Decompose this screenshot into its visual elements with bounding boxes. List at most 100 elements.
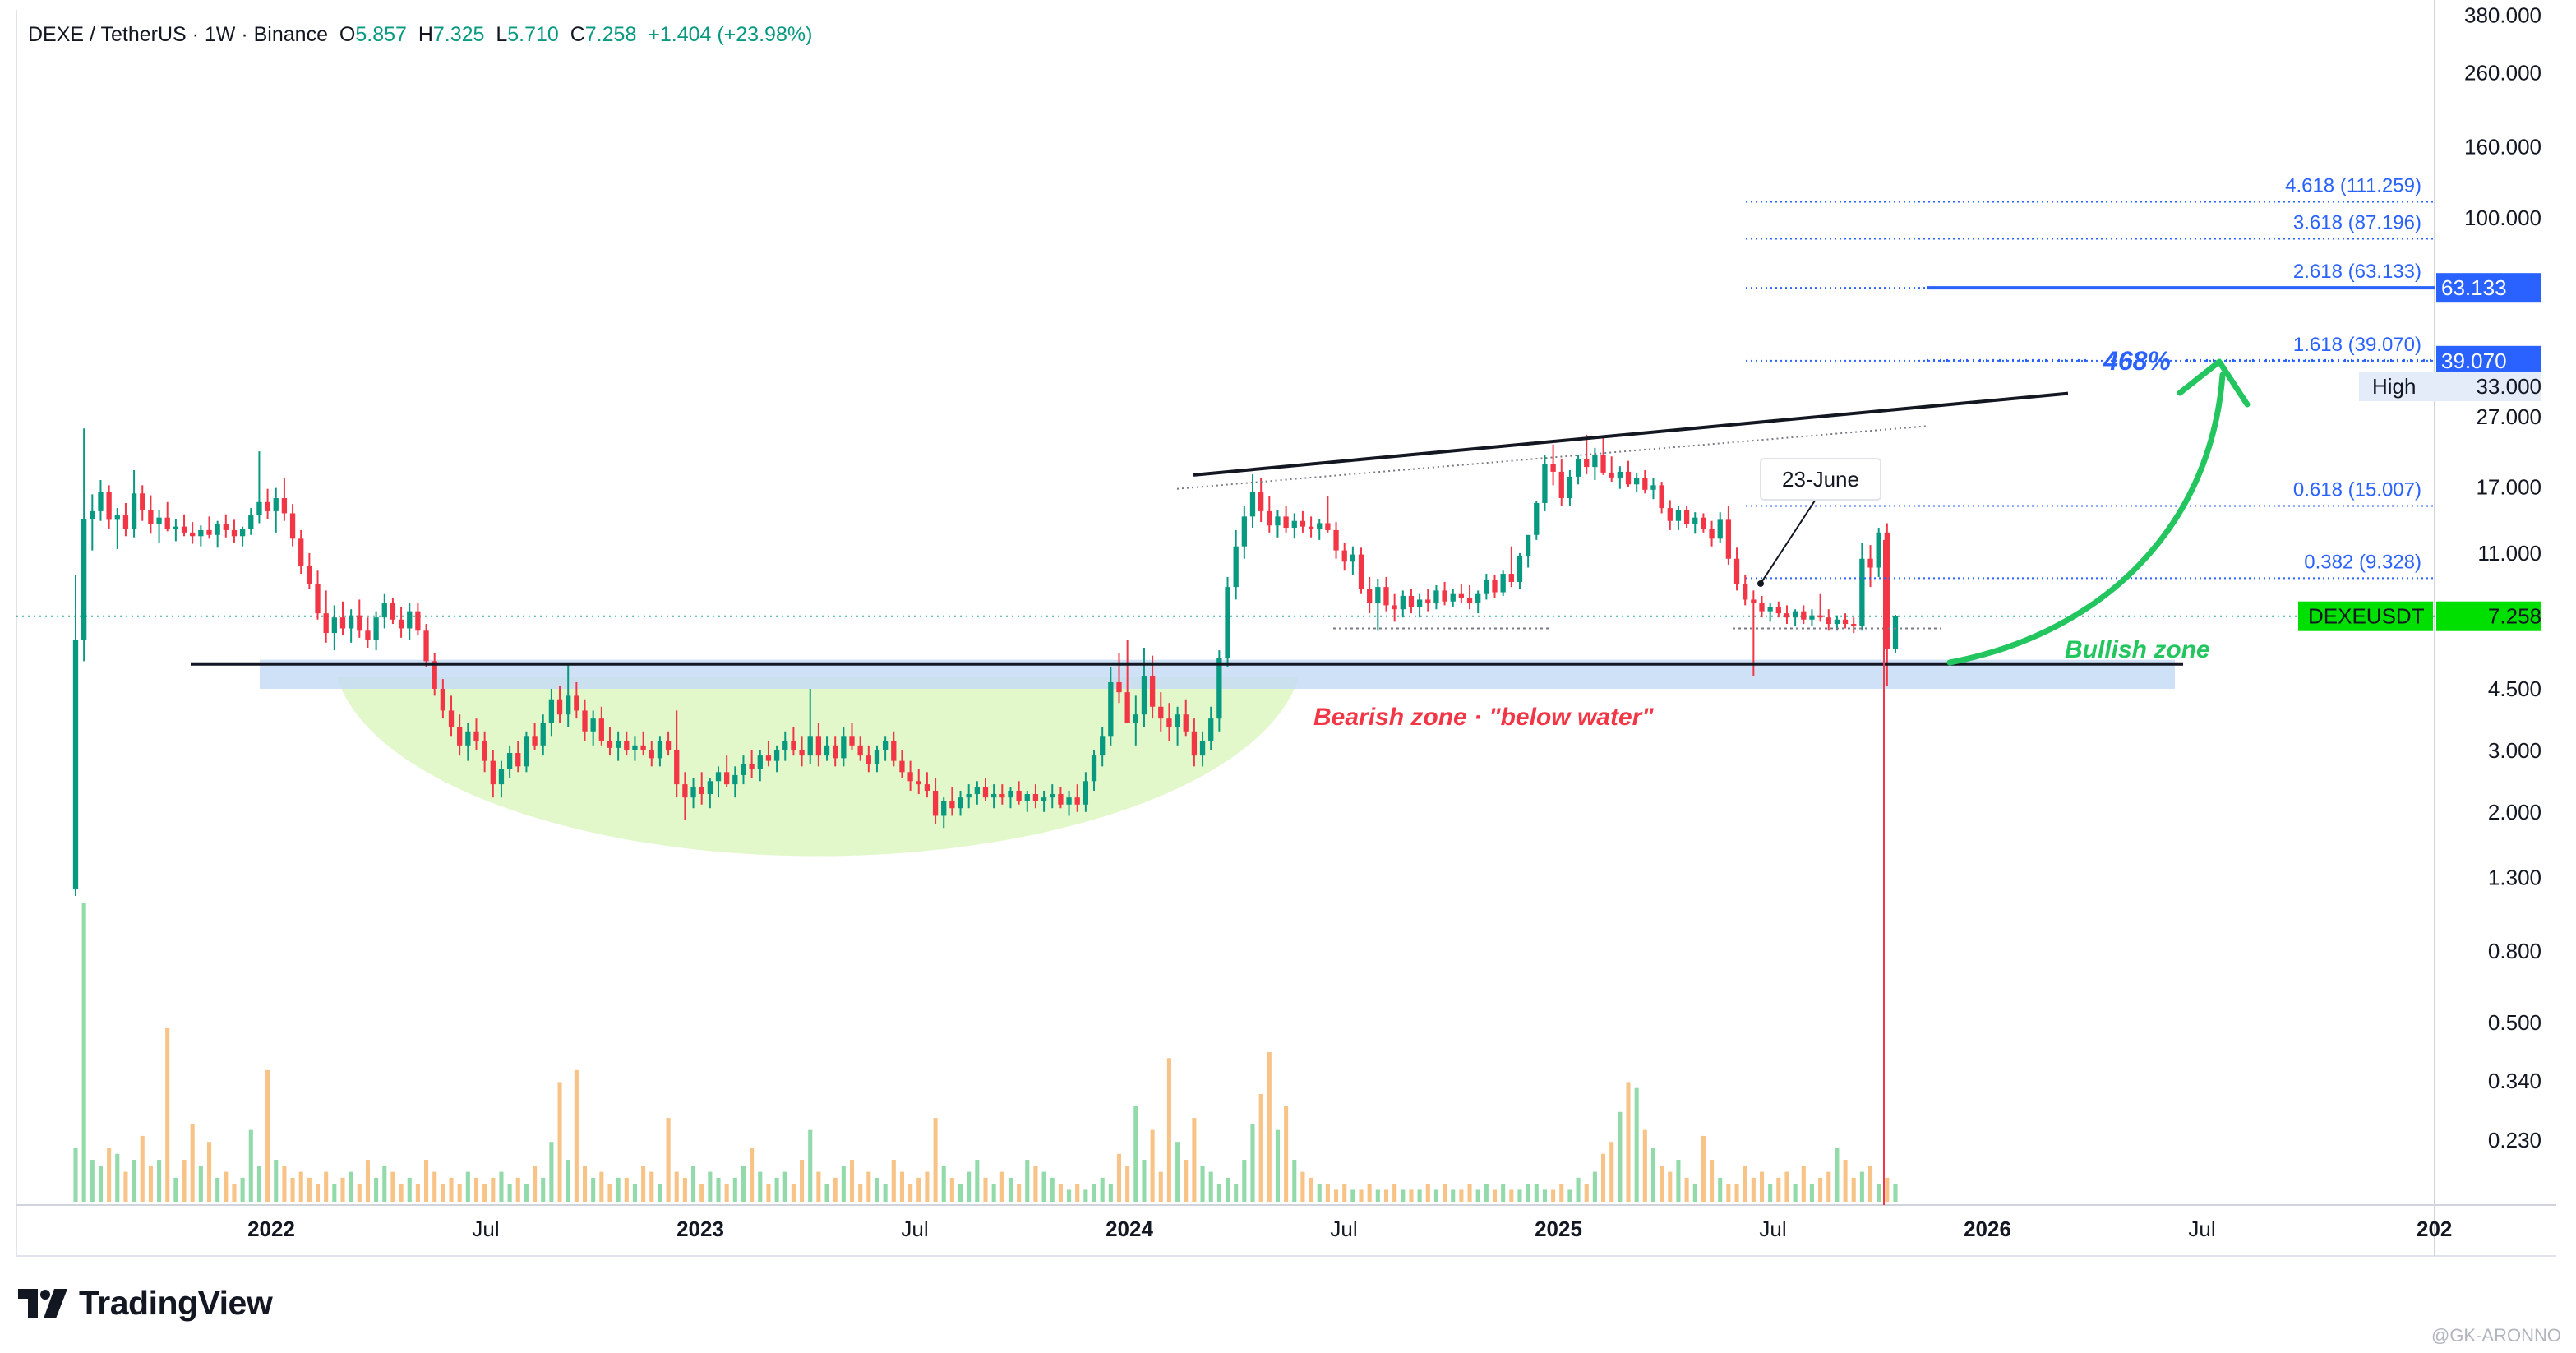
- candle-body[interactable]: [1024, 794, 1030, 801]
- candle-body[interactable]: [1175, 714, 1180, 727]
- candle-body[interactable]: [1124, 692, 1130, 723]
- candle-body[interactable]: [1317, 523, 1323, 529]
- candle-body[interactable]: [707, 781, 713, 795]
- candle-body[interactable]: [331, 617, 337, 634]
- last-price-tag-bg[interactable]: [2436, 601, 2541, 631]
- candle-body[interactable]: [916, 781, 921, 785]
- candle-body[interactable]: [1759, 603, 1765, 612]
- candle-body[interactable]: [566, 695, 571, 715]
- candle-body[interactable]: [1008, 790, 1013, 798]
- candle-body[interactable]: [415, 611, 421, 631]
- candle-body[interactable]: [682, 784, 688, 798]
- candle-body[interactable]: [1842, 619, 1849, 625]
- candle-body[interactable]: [749, 763, 755, 769]
- candle-body[interactable]: [1876, 532, 1881, 568]
- candle-body[interactable]: [1091, 755, 1097, 782]
- candle-body[interactable]: [357, 615, 362, 631]
- candle-body[interactable]: [1249, 492, 1256, 517]
- candle-body[interactable]: [1241, 516, 1247, 547]
- candle-body[interactable]: [90, 510, 95, 519]
- candle-body[interactable]: [72, 640, 79, 890]
- candle-body[interactable]: [289, 513, 296, 539]
- candle-body[interactable]: [1500, 574, 1506, 593]
- symbol-name[interactable]: DEXE / TetherUS: [28, 23, 187, 46]
- candle-body[interactable]: [390, 603, 396, 620]
- candle-body[interactable]: [215, 524, 220, 535]
- candle-body[interactable]: [1600, 455, 1606, 473]
- candle-body[interactable]: [273, 498, 279, 511]
- candle-body[interactable]: [1458, 593, 1465, 598]
- candle-body[interactable]: [1826, 617, 1831, 625]
- candle-body[interactable]: [1442, 590, 1447, 602]
- candle-body[interactable]: [1675, 510, 1682, 521]
- candle-body[interactable]: [1667, 508, 1673, 521]
- candle-body[interactable]: [1050, 794, 1055, 798]
- candle-body[interactable]: [1267, 510, 1272, 526]
- candle-body[interactable]: [548, 699, 555, 723]
- candle-body[interactable]: [1032, 794, 1039, 801]
- candle-body[interactable]: [323, 613, 329, 634]
- candle-body[interactable]: [607, 740, 613, 748]
- candle-body[interactable]: [1416, 599, 1423, 607]
- candle-body[interactable]: [407, 611, 413, 629]
- candle-body[interactable]: [899, 760, 905, 773]
- candle-body[interactable]: [1584, 459, 1590, 468]
- candle-body[interactable]: [640, 745, 646, 750]
- candle-body[interactable]: [556, 699, 563, 715]
- candle-body[interactable]: [1058, 794, 1064, 805]
- candle-body[interactable]: [315, 583, 321, 614]
- candle-body[interactable]: [849, 736, 855, 746]
- candle-body[interactable]: [1425, 599, 1431, 604]
- candle-body[interactable]: [365, 630, 371, 640]
- candle-body[interactable]: [1375, 587, 1381, 604]
- candle-body[interactable]: [440, 689, 446, 711]
- candle-body[interactable]: [1809, 615, 1815, 620]
- candle-body[interactable]: [1784, 613, 1790, 618]
- time-axis[interactable]: 2022 Jul 2023 Jul 2024 Jul 2025 Jul 2026 Jul 202: [247, 1217, 2452, 1241]
- candle-body[interactable]: [1133, 714, 1138, 723]
- candle-body[interactable]: [932, 790, 939, 816]
- candle-body[interactable]: [1792, 611, 1798, 618]
- candle-body[interactable]: [1834, 619, 1840, 625]
- candle-body[interactable]: [765, 755, 772, 761]
- candle-body[interactable]: [281, 498, 288, 514]
- candle-body[interactable]: [574, 695, 579, 711]
- candle-body[interactable]: [490, 760, 496, 785]
- candle-body[interactable]: [1408, 595, 1415, 607]
- candle-body[interactable]: [1066, 797, 1072, 805]
- candle-body[interactable]: [1466, 598, 1473, 604]
- candle-body[interactable]: [1892, 616, 1899, 649]
- candle-body[interactable]: [473, 731, 479, 741]
- candle-body[interactable]: [98, 492, 104, 511]
- candle-body[interactable]: [140, 493, 145, 510]
- candle-body[interactable]: [1183, 714, 1189, 732]
- candle-body[interactable]: [833, 745, 838, 759]
- candle-body[interactable]: [1859, 558, 1865, 626]
- candle-body[interactable]: [1166, 718, 1172, 727]
- interval-label[interactable]: 1W: [204, 23, 236, 46]
- candle-body[interactable]: [256, 501, 262, 516]
- candle-body[interactable]: [674, 750, 680, 785]
- candle-body[interactable]: [891, 740, 897, 761]
- candle-body[interactable]: [348, 615, 354, 629]
- candle-body[interactable]: [1149, 676, 1156, 707]
- candle-body[interactable]: [924, 784, 930, 791]
- candle-body[interactable]: [1191, 731, 1198, 756]
- candle-body[interactable]: [1867, 558, 1873, 568]
- candle-body[interactable]: [1617, 471, 1623, 478]
- candle-body[interactable]: [1801, 611, 1807, 620]
- candle-body[interactable]: [423, 630, 429, 662]
- candle-body[interactable]: [1733, 558, 1740, 584]
- candle-body[interactable]: [949, 801, 955, 809]
- candle-body[interactable]: [1534, 502, 1540, 535]
- candle-body[interactable]: [1525, 534, 1531, 556]
- candle-body[interactable]: [1775, 607, 1781, 614]
- candle-body[interactable]: [148, 510, 154, 524]
- candle-body[interactable]: [1325, 523, 1331, 530]
- candle-body[interactable]: [1141, 676, 1147, 715]
- candle-body[interactable]: [1575, 459, 1581, 477]
- candle-body[interactable]: [1016, 790, 1022, 801]
- drawing-layer[interactable]: 4.618 (111.259) 3.618 (87.196) 2.618 (63.1…: [191, 175, 2435, 1205]
- candle-body[interactable]: [457, 727, 463, 746]
- candle-body[interactable]: [448, 710, 455, 727]
